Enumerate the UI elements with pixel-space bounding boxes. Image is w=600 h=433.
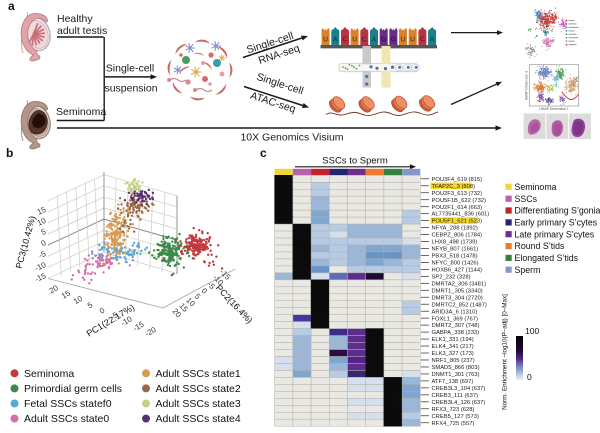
svg-text:POU5F1_621 (523): POU5F1_621 (523) <box>432 219 483 225</box>
svg-text:-5: -5 <box>37 249 48 260</box>
svg-text:POU2F1_614 (663): POU2F1_614 (663) <box>432 205 483 211</box>
svg-text:ELK4_341 (217): ELK4_341 (217) <box>432 344 474 350</box>
svg-text:CEBPZ_806 (1784): CEBPZ_806 (1784) <box>432 233 483 239</box>
svg-text:ATF7_138 (697): ATF7_138 (697) <box>432 379 474 385</box>
svg-text:CREB3L3_104 (637): CREB3L3_104 (637) <box>432 386 486 392</box>
svg-text:c: c <box>260 146 267 160</box>
svg-text:15: 15 <box>36 205 48 217</box>
svg-text:PC3(10.42%): PC3(10.42%) <box>14 215 38 270</box>
svg-text:0: 0 <box>40 238 48 248</box>
svg-text:A: A <box>371 37 376 44</box>
svg-text:Fetal SSCs statef0: Fetal SSCs statef0 <box>24 398 112 410</box>
svg-text:PC2(16.4%): PC2(16.4%) <box>214 283 255 326</box>
svg-text:Norm. Enrichment –log10(P–adj): Norm. Enrichment –log10(P–adj) [0–Max] <box>502 294 509 410</box>
svg-text:RFX3_723 (628): RFX3_723 (628) <box>432 407 475 413</box>
svg-text:Healthy: Healthy <box>57 13 93 25</box>
svg-text:SMAD5_866 (803): SMAD5_866 (803) <box>432 365 480 371</box>
svg-text:DMRT2_307 (748): DMRT2_307 (748) <box>432 323 480 329</box>
svg-text:Adult SSCs state3: Adult SSCs state3 <box>156 398 241 410</box>
svg-text:A: A <box>333 37 338 44</box>
svg-text:A: A <box>430 37 435 44</box>
svg-text:NFYA_288 (1892): NFYA_288 (1892) <box>432 226 478 232</box>
svg-text:ARID3A_6 (1310): ARID3A_6 (1310) <box>432 309 478 315</box>
svg-text:SSCs: SSCs <box>515 194 538 204</box>
svg-text:U: U <box>400 37 405 44</box>
svg-text:Seminoma: Seminoma <box>56 106 106 118</box>
svg-text:ELK3_327 (173): ELK3_327 (173) <box>432 351 474 357</box>
svg-text:UMAP Dimension 1: UMAP Dimension 1 <box>539 107 569 111</box>
svg-text:C: C <box>362 37 367 44</box>
svg-text:HOXB6_427 (1144): HOXB6_427 (1144) <box>432 267 483 273</box>
svg-text:UMAP Dimension 2: UMAP Dimension 2 <box>525 71 529 101</box>
svg-text:10: 10 <box>36 216 48 228</box>
svg-text:Adult SSCs state0: Adult SSCs state0 <box>24 413 109 425</box>
svg-text:adult testis: adult testis <box>57 25 107 37</box>
svg-text:Single-cell: Single-cell <box>106 63 154 75</box>
svg-text:Round S’tids: Round S’tids <box>515 241 565 251</box>
svg-text:G: G <box>381 37 387 44</box>
svg-text:5: 5 <box>40 227 48 237</box>
svg-text:b: b <box>6 146 13 160</box>
svg-text:Sperm: Sperm <box>515 265 541 275</box>
svg-text:5: 5 <box>86 300 95 310</box>
svg-text:Early primary S’cytes: Early primary S’cytes <box>515 218 598 228</box>
svg-text:SP2_232 (328): SP2_232 (328) <box>432 274 471 280</box>
svg-text:LHX8_498 (1739): LHX8_498 (1739) <box>432 240 478 246</box>
svg-text:U: U <box>410 37 415 44</box>
svg-text:POU5F1B_622 (732): POU5F1B_622 (732) <box>432 198 487 204</box>
svg-text:C: C <box>420 37 425 44</box>
svg-text:-20: -20 <box>143 325 158 339</box>
svg-text:ELK1_331 (194): ELK1_331 (194) <box>432 337 474 343</box>
svg-text:DMRT1_305 (3340): DMRT1_305 (3340) <box>432 288 483 294</box>
svg-text:NFYC_800 (1426): NFYC_800 (1426) <box>432 261 479 267</box>
svg-text:15: 15 <box>60 288 73 301</box>
svg-text:0: 0 <box>527 372 532 382</box>
svg-text:U: U <box>352 37 357 44</box>
svg-text:DMRTA2_306 (3481): DMRTA2_306 (3481) <box>432 281 487 287</box>
svg-text:NFYB_807 (1661): NFYB_807 (1661) <box>432 247 479 253</box>
svg-text:Seminoma: Seminoma <box>515 182 557 192</box>
svg-text:Adult SSCs state1: Adult SSCs state1 <box>156 368 241 380</box>
svg-text:Adult SSCs state4: Adult SSCs state4 <box>156 413 241 425</box>
svg-text:AL7735441_836 (601): AL7735441_836 (601) <box>432 212 490 218</box>
svg-text:5: 5 <box>193 292 203 302</box>
svg-text:Seminoma: Seminoma <box>24 368 74 380</box>
svg-text:Primordial germ cells: Primordial germ cells <box>24 383 122 395</box>
svg-text:0: 0 <box>98 305 107 315</box>
svg-text:C: C <box>342 37 347 44</box>
svg-text:POU3F4_619 (815): POU3F4_619 (815) <box>432 177 483 183</box>
svg-text:TFAP2C_3 (808): TFAP2C_3 (808) <box>432 184 476 190</box>
svg-text:NRF1_805 (237): NRF1_805 (237) <box>432 358 475 364</box>
svg-text:DMRTC2_852 (1487): DMRTC2_852 (1487) <box>432 302 487 308</box>
svg-text:RFX4_725 (557): RFX4_725 (557) <box>432 421 475 427</box>
svg-text:-5: -5 <box>109 310 120 322</box>
svg-text:-10: -10 <box>33 260 48 273</box>
svg-text:Elongated S’tids: Elongated S’tids <box>515 253 579 263</box>
svg-text:20: 20 <box>48 283 61 296</box>
svg-text:SSCs to Sperm: SSCs to Sperm <box>322 156 388 167</box>
svg-text:FOXL1_369 (767): FOXL1_369 (767) <box>432 316 478 322</box>
svg-text:10X Genomics Visium: 10X Genomics Visium <box>240 132 343 144</box>
svg-text:DNMT1_301 (763): DNMT1_301 (763) <box>432 372 480 378</box>
svg-text:-15: -15 <box>33 271 48 284</box>
svg-text:Differentiating S’gonia: Differentiating S’gonia <box>515 206 600 216</box>
svg-text:suspension: suspension <box>104 83 157 95</box>
svg-text:10: 10 <box>72 294 85 307</box>
svg-text:CREB3L4_126 (637): CREB3L4_126 (637) <box>432 400 486 406</box>
svg-text:CREB3_111 (637): CREB3_111 (637) <box>432 393 479 399</box>
svg-text:CREB5_127 (573): CREB5_127 (573) <box>432 414 479 420</box>
svg-text:100: 100 <box>525 326 539 336</box>
svg-text:a: a <box>8 0 15 13</box>
svg-text:DMRT3_304 (2720): DMRT3_304 (2720) <box>432 295 483 301</box>
svg-text:U: U <box>323 37 328 44</box>
svg-text:Late primary S’cytes: Late primary S’cytes <box>515 229 595 239</box>
svg-text:GABPA_338 (233): GABPA_338 (233) <box>432 330 480 336</box>
svg-text:PBX3_518 (1478): PBX3_518 (1478) <box>432 254 478 260</box>
svg-text:G: G <box>391 37 397 44</box>
svg-text:Adult SSCs state2: Adult SSCs state2 <box>156 383 241 395</box>
svg-text:-5: -5 <box>206 280 218 292</box>
svg-text:POU2F3_613 (732): POU2F3_613 (732) <box>432 191 483 197</box>
svg-text:0: 0 <box>200 286 210 296</box>
